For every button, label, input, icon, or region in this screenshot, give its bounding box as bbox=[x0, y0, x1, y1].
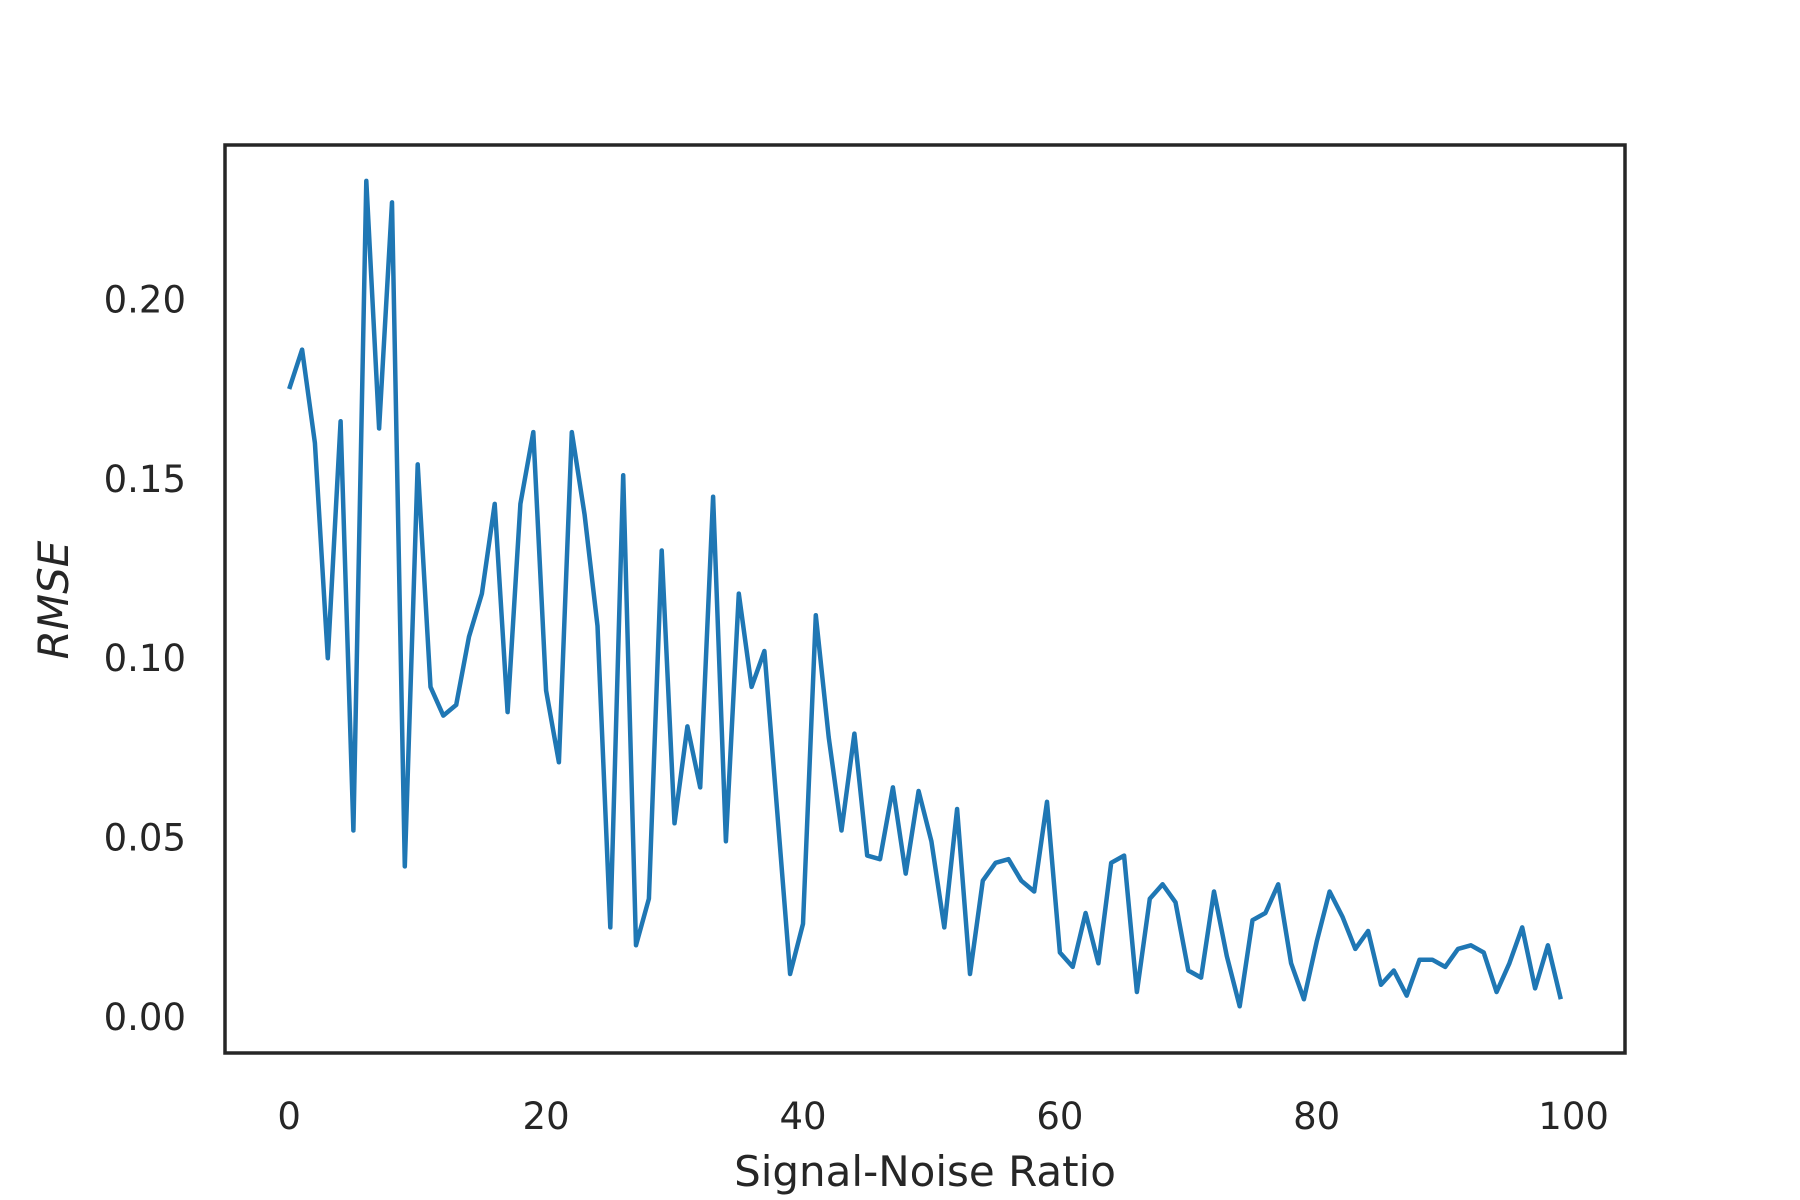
x-tick-label: 20 bbox=[523, 1095, 570, 1138]
y-tick-label: 0.20 bbox=[104, 278, 186, 321]
y-tick-label: 0.00 bbox=[104, 996, 186, 1039]
x-tick-label: 40 bbox=[779, 1095, 826, 1138]
x-tick-label: 100 bbox=[1538, 1095, 1609, 1138]
x-axis-title: Signal-Noise Ratio bbox=[734, 1147, 1116, 1196]
y-tick-label: 0.10 bbox=[104, 637, 186, 680]
y-tick-label: 0.05 bbox=[104, 817, 186, 860]
series-line-0 bbox=[287, 178, 1563, 1009]
plot-frame bbox=[223, 143, 1627, 1055]
x-tick-label: 80 bbox=[1293, 1095, 1340, 1138]
x-tick-label: 60 bbox=[1036, 1095, 1083, 1138]
y-tick-label: 0.15 bbox=[104, 458, 186, 501]
y-axis-title: RMSE bbox=[29, 540, 78, 659]
x-tick-label: 0 bbox=[277, 1095, 301, 1138]
